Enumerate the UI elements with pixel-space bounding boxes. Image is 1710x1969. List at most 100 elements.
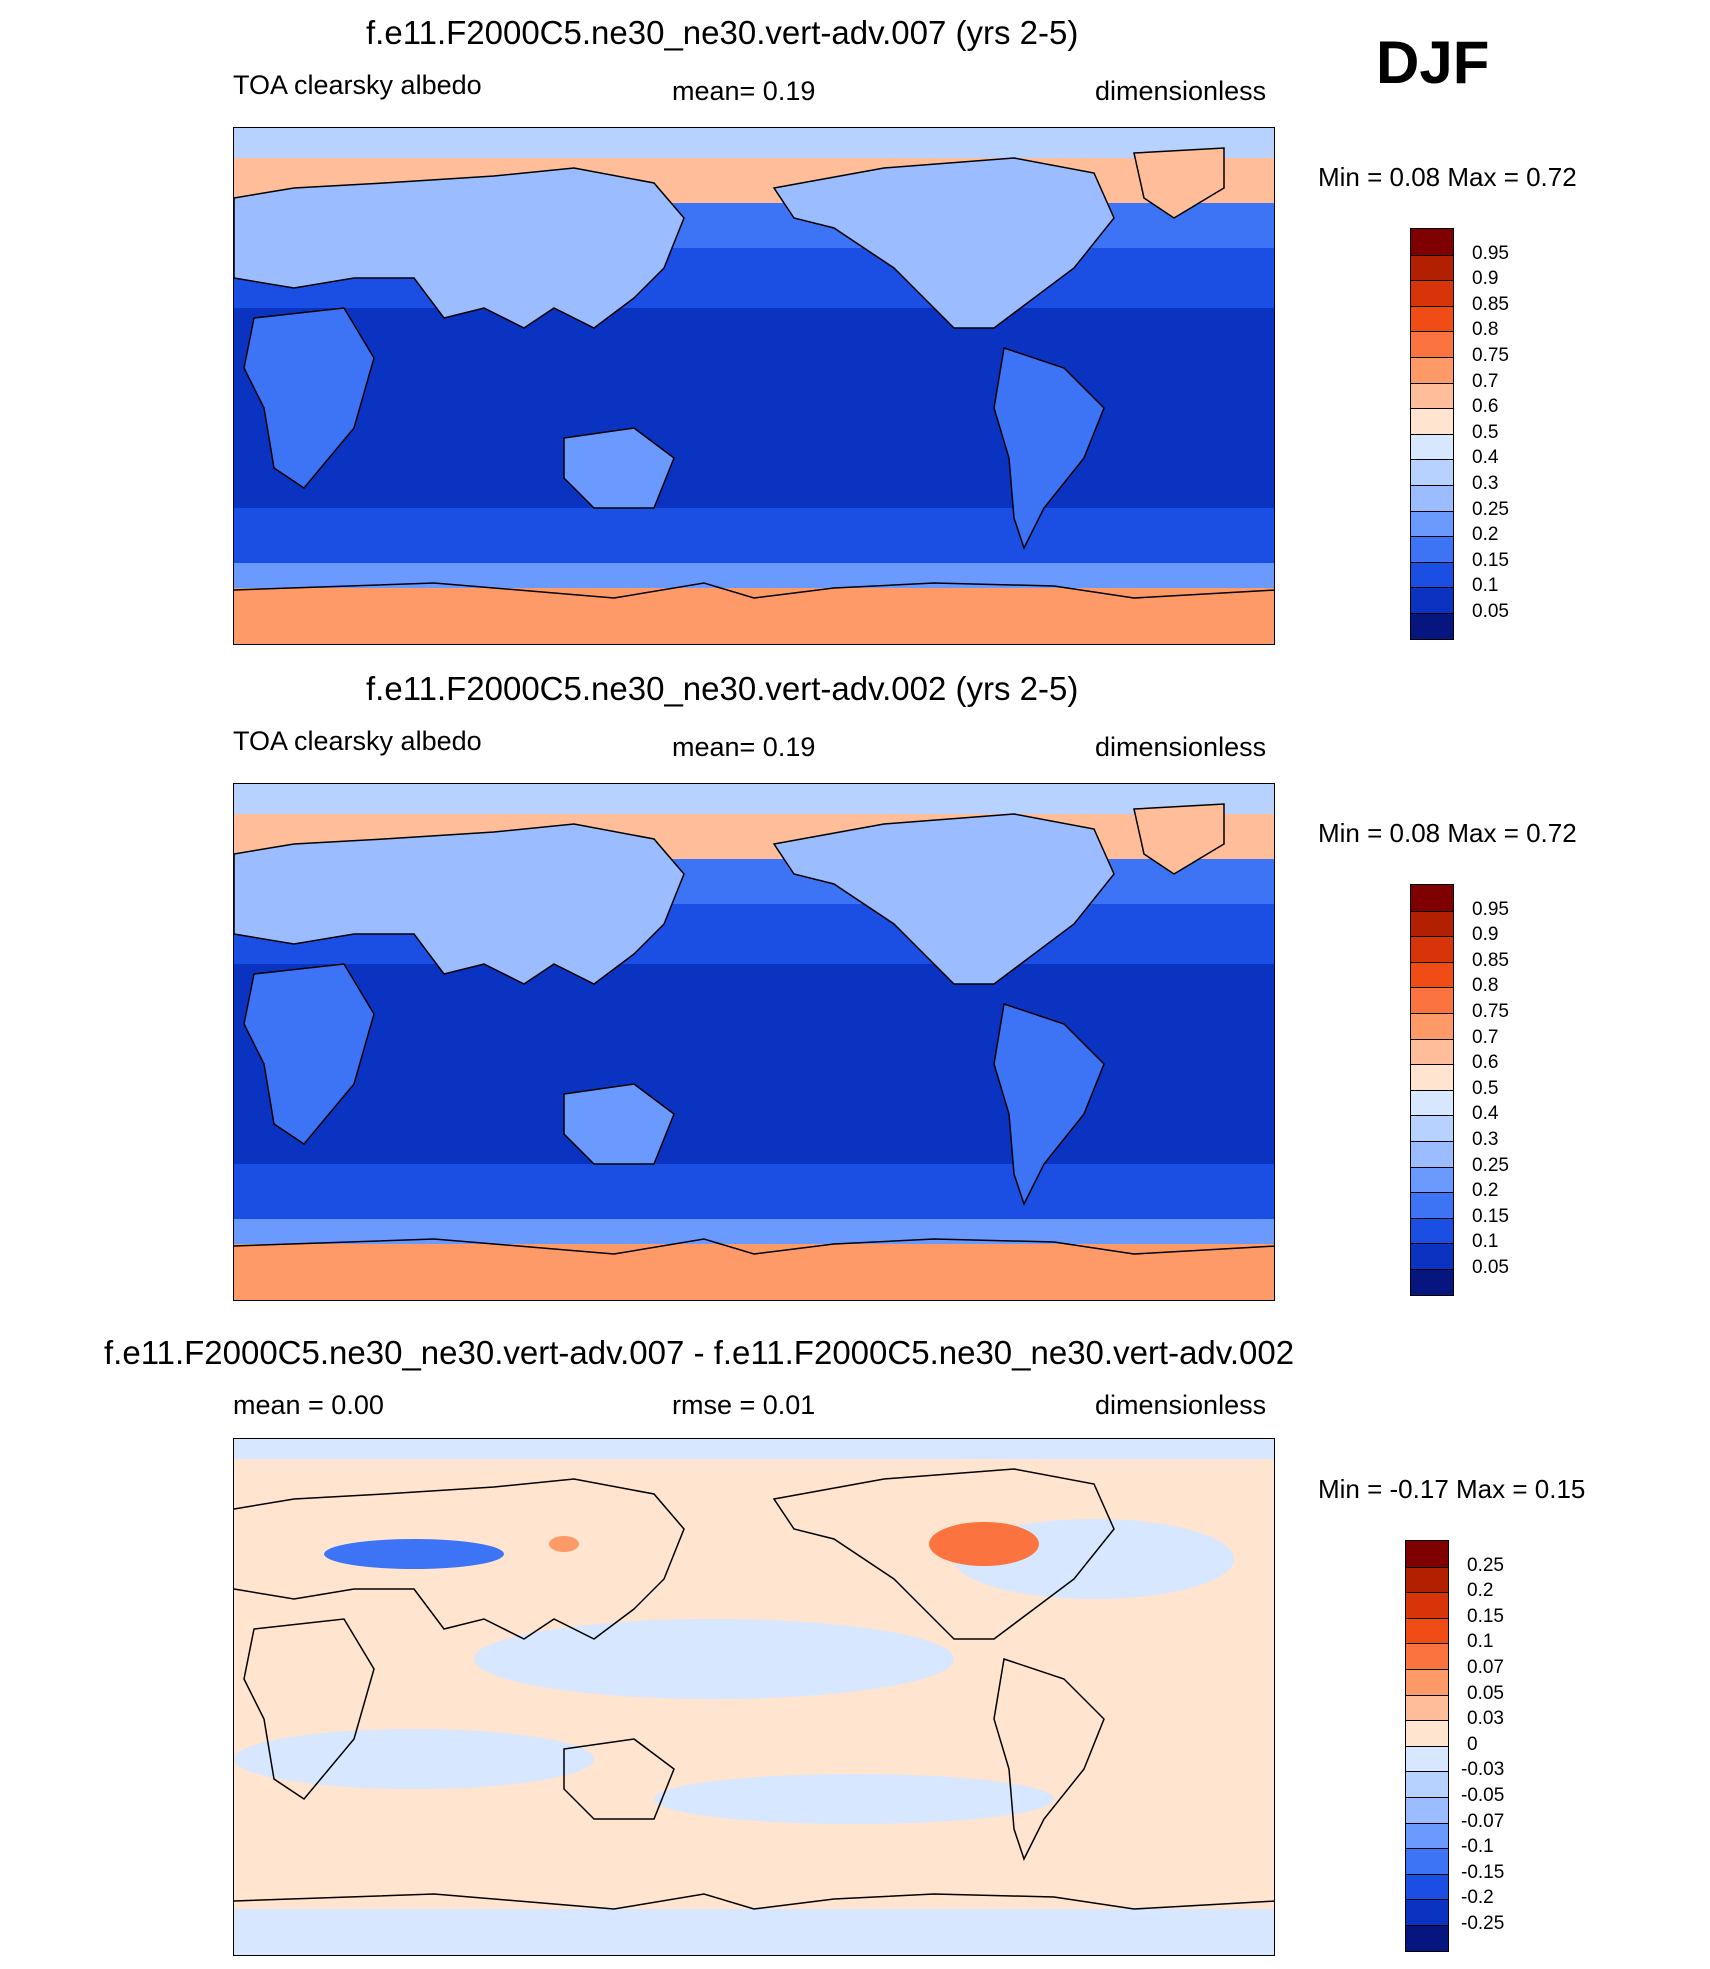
- colorbar-tick-label: 0.05: [1472, 1257, 1509, 1278]
- positive-patch: [549, 1536, 579, 1552]
- australia-land: [563, 1083, 675, 1165]
- colorbar-tick-label: 0.15: [1472, 549, 1509, 571]
- colorbar-box: [1405, 1540, 1449, 1952]
- panel3-mean-label: mean = 0.00: [233, 1390, 384, 1420]
- colorbar-tick-label: 0.75: [1472, 345, 1509, 366]
- eurasia-land: [234, 823, 685, 985]
- panel3-map: [233, 1438, 1275, 1956]
- colorbar-swatch: [1406, 1848, 1448, 1874]
- negative-patch: [654, 1774, 1054, 1824]
- colorbar-tick-label: 0.4: [1472, 1103, 1499, 1125]
- colorbar-swatch: [1411, 229, 1453, 255]
- antarctica-outline: [234, 1893, 1274, 1910]
- positive-patch: [929, 1522, 1039, 1566]
- colorbar-tick-label: -0.2: [1461, 1887, 1494, 1909]
- colorbar-swatch: [1406, 1541, 1448, 1567]
- lat-band: [234, 588, 1274, 644]
- colorbar-tick-label: 0.6: [1472, 1052, 1499, 1074]
- panel2-map: [233, 783, 1275, 1301]
- colorbar-tick-label: 0.9: [1472, 268, 1499, 290]
- colorbar-tick-label: -0.05: [1461, 1785, 1505, 1806]
- colorbar-tick-label: 0.25: [1472, 1154, 1509, 1176]
- lat-band: [234, 1244, 1274, 1300]
- colorbar-tick-label: 0.3: [1472, 1129, 1499, 1150]
- eurasia-land: [234, 167, 685, 329]
- panel1-minmax: Min = 0.08 Max = 0.72: [1318, 162, 1577, 192]
- colorbar-swatch: [1411, 1115, 1453, 1141]
- colorbar-swatch: [1406, 1720, 1448, 1746]
- colorbar-tick-label: -0.07: [1461, 1810, 1505, 1832]
- colorbar-tick-label: 0.15: [1472, 1205, 1509, 1227]
- colorbar-tick-label: 0.1: [1472, 575, 1499, 597]
- australia-outline: [563, 1738, 675, 1820]
- colorbar-swatch: [1406, 1822, 1448, 1849]
- eurasia-outline: [234, 1478, 685, 1640]
- colorbar-swatch: [1411, 357, 1453, 383]
- colorbar-swatch: [1411, 433, 1453, 460]
- colorbar-swatch: [1411, 587, 1453, 613]
- colorbar-tick-label: 0.85: [1472, 293, 1509, 315]
- panel2-title: f.e11.F2000C5.ne30_ne30.vert-adv.002 (yr…: [366, 670, 1079, 707]
- colorbar-tick-label: -0.03: [1461, 1759, 1505, 1781]
- colorbar-swatch: [1411, 885, 1453, 911]
- north-america-outline: [772, 1468, 1115, 1640]
- panel1-mean-label: mean= 0.19: [672, 76, 816, 106]
- colorbar-swatch: [1411, 331, 1453, 357]
- north-america-land: [772, 813, 1115, 985]
- panel2-mean-label: mean= 0.19: [672, 732, 816, 762]
- colorbar-tick-label: 0.25: [1472, 498, 1509, 520]
- lat-band: [234, 1164, 1274, 1219]
- australia-land: [563, 427, 675, 509]
- colorbar-swatch: [1406, 1771, 1448, 1797]
- colorbar-tick-label: 0.2: [1472, 1180, 1499, 1202]
- colorbar-swatch: [1406, 1797, 1448, 1823]
- colorbar-tick-label: 0: [1467, 1733, 1478, 1755]
- panel1-map-svg: [234, 128, 1274, 644]
- colorbar-tick-label: 0.8: [1472, 319, 1499, 341]
- panel1-title: f.e11.F2000C5.ne30_ne30.vert-adv.007 (yr…: [366, 14, 1079, 51]
- colorbar-swatch: [1411, 1038, 1453, 1065]
- colorbar-swatch: [1411, 961, 1453, 988]
- colorbar-swatch: [1406, 1592, 1448, 1618]
- colorbar-tick-label: 0.1: [1472, 1231, 1499, 1253]
- colorbar-tick-label: 0.15: [1467, 1605, 1504, 1627]
- colorbar-swatch: [1406, 1643, 1448, 1669]
- colorbar-swatch: [1411, 254, 1453, 281]
- panel2-minmax: Min = 0.08 Max = 0.72: [1318, 818, 1577, 848]
- lat-band: [234, 408, 1274, 508]
- colorbar-tick-label: 0.03: [1467, 1708, 1504, 1730]
- colorbar-swatch: [1406, 1566, 1448, 1593]
- south-america-outline: [993, 1658, 1105, 1861]
- panel1-map: [233, 127, 1275, 645]
- colorbar-tick-label: 0.75: [1472, 1001, 1509, 1022]
- lat-band: [234, 308, 1274, 408]
- colorbar-tick-label: 0.2: [1472, 524, 1499, 546]
- colorbar-tick-label: 0.95: [1472, 242, 1509, 264]
- colorbar-tick-label: -0.1: [1461, 1836, 1494, 1858]
- colorbar-swatch: [1406, 1669, 1448, 1695]
- panel1-variable-label: TOA clearsky albedo: [233, 70, 482, 100]
- panel3-rmse-label: rmse = 0.01: [672, 1390, 816, 1420]
- colorbar-tick-label: -0.15: [1461, 1861, 1505, 1883]
- south-america-land: [993, 347, 1105, 550]
- lat-band: [234, 964, 1274, 1164]
- colorbar-swatch: [1411, 1243, 1453, 1269]
- colorbar-swatch: [1411, 1089, 1453, 1116]
- africa-land: [243, 963, 375, 1145]
- panel2-units-label: dimensionless: [1095, 732, 1267, 762]
- negative-patch: [474, 1619, 954, 1699]
- colorbar-tick-label: 0.7: [1472, 370, 1499, 392]
- panel3-minmax: Min = -0.17 Max = 0.15: [1318, 1474, 1586, 1504]
- colorbar-swatch: [1406, 1617, 1448, 1644]
- greenland-land: [1133, 147, 1225, 219]
- colorbar-swatch: [1406, 1925, 1448, 1951]
- colorbar-tick-label: 0.05: [1467, 1682, 1504, 1704]
- colorbar-swatch: [1411, 910, 1453, 937]
- colorbar-tick-label: 0.07: [1467, 1657, 1504, 1678]
- north-america-land: [772, 157, 1115, 329]
- colorbar-tick-label: 0.4: [1472, 447, 1499, 469]
- colorbar-swatch: [1411, 1269, 1453, 1295]
- colorbar-swatch: [1411, 1064, 1453, 1090]
- panel2-map-svg: [234, 784, 1274, 1300]
- colorbar-swatch: [1411, 613, 1453, 639]
